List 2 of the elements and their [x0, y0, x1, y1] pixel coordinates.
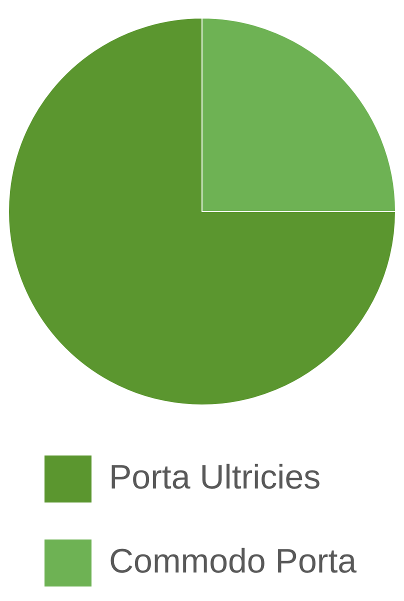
legend-label: Commodo Porta [109, 542, 357, 580]
legend-label: Porta Ultricies [109, 458, 321, 496]
